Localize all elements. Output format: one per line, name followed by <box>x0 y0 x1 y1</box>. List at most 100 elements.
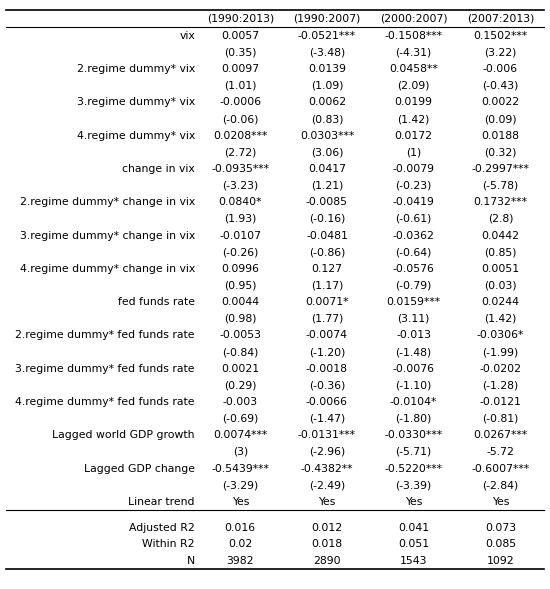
Text: (2007:2013): (2007:2013) <box>467 14 534 24</box>
Text: (-0.64): (-0.64) <box>395 247 432 257</box>
Text: 0.0199: 0.0199 <box>394 97 432 107</box>
Text: (-0.79): (-0.79) <box>395 280 432 290</box>
Text: (-1.99): (-1.99) <box>482 347 519 357</box>
Text: 0.016: 0.016 <box>225 522 256 532</box>
Text: -0.006: -0.006 <box>483 64 518 74</box>
Text: (-5.78): (-5.78) <box>482 181 519 191</box>
Text: (3.22): (3.22) <box>484 48 516 58</box>
Text: 0.0188: 0.0188 <box>481 131 519 141</box>
Text: (-3.39): (-3.39) <box>395 480 432 490</box>
Text: 3982: 3982 <box>227 556 254 566</box>
Text: (2.8): (2.8) <box>488 214 513 224</box>
Text: 0.0303***: 0.0303*** <box>300 131 354 141</box>
Text: 0.0458**: 0.0458** <box>389 64 438 74</box>
Text: -0.0066: -0.0066 <box>306 397 348 407</box>
Text: (-4.31): (-4.31) <box>395 48 432 58</box>
Text: vix: vix <box>179 31 195 41</box>
Text: -0.1508***: -0.1508*** <box>384 31 443 41</box>
Text: -0.0935***: -0.0935*** <box>211 164 270 174</box>
Text: (1): (1) <box>406 147 421 157</box>
Text: 0.0159***: 0.0159*** <box>387 297 441 307</box>
Text: (-5.71): (-5.71) <box>395 447 432 457</box>
Text: (-0.69): (-0.69) <box>222 413 258 423</box>
Text: Within R2: Within R2 <box>142 540 195 550</box>
Text: -0.0053: -0.0053 <box>219 330 261 340</box>
Text: (1.17): (1.17) <box>311 280 343 290</box>
Text: -0.5439***: -0.5439*** <box>211 464 270 474</box>
Text: (1.77): (1.77) <box>311 314 343 324</box>
Text: 0.073: 0.073 <box>485 522 516 532</box>
Text: 0.0044: 0.0044 <box>221 297 260 307</box>
Text: 0.0172: 0.0172 <box>394 131 432 141</box>
Text: (0.09): (0.09) <box>484 114 517 124</box>
Text: 0.0208***: 0.0208*** <box>213 131 267 141</box>
Text: 0.0996: 0.0996 <box>221 264 259 274</box>
Text: (-0.84): (-0.84) <box>222 347 258 357</box>
Text: 0.1732***: 0.1732*** <box>474 197 527 207</box>
Text: (1.21): (1.21) <box>311 181 343 191</box>
Text: -5.72: -5.72 <box>487 447 514 457</box>
Text: -0.2997***: -0.2997*** <box>471 164 529 174</box>
Text: 0.02: 0.02 <box>228 540 252 550</box>
Text: 0.0062: 0.0062 <box>308 97 346 107</box>
Text: 0.0267***: 0.0267*** <box>474 431 527 441</box>
Text: (-1.28): (-1.28) <box>482 380 519 391</box>
Text: 0.041: 0.041 <box>398 522 429 532</box>
Text: (3.11): (3.11) <box>397 314 430 324</box>
Text: Yes: Yes <box>405 497 422 507</box>
Text: -0.0481: -0.0481 <box>306 230 348 240</box>
Text: (0.29): (0.29) <box>224 380 256 391</box>
Text: 0.1502***: 0.1502*** <box>474 31 527 41</box>
Text: 0.018: 0.018 <box>311 540 343 550</box>
Text: (-3.29): (-3.29) <box>222 480 258 490</box>
Text: 0.0417: 0.0417 <box>308 164 346 174</box>
Text: 3.regime dummy* vix: 3.regime dummy* vix <box>77 97 195 107</box>
Text: 4.regime dummy* vix: 4.regime dummy* vix <box>77 131 195 141</box>
Text: 1543: 1543 <box>400 556 427 566</box>
Text: (-2.49): (-2.49) <box>309 480 345 490</box>
Text: -0.0079: -0.0079 <box>393 164 434 174</box>
Text: -0.0074: -0.0074 <box>306 330 348 340</box>
Text: 2.regime dummy* fed funds rate: 2.regime dummy* fed funds rate <box>15 330 195 340</box>
Text: 0.0442: 0.0442 <box>481 230 519 240</box>
Text: 0.012: 0.012 <box>311 522 343 532</box>
Text: Yes: Yes <box>232 497 249 507</box>
Text: 0.0840*: 0.0840* <box>218 197 262 207</box>
Text: (-0.36): (-0.36) <box>309 380 345 391</box>
Text: change in vix: change in vix <box>122 164 195 174</box>
Text: Adjusted R2: Adjusted R2 <box>129 522 195 532</box>
Text: -0.013: -0.013 <box>396 330 431 340</box>
Text: (-0.81): (-0.81) <box>482 413 519 423</box>
Text: (0.35): (0.35) <box>224 48 256 58</box>
Text: (-3.23): (-3.23) <box>222 181 258 191</box>
Text: (0.95): (0.95) <box>224 280 256 290</box>
Text: (1.93): (1.93) <box>224 214 256 224</box>
Text: 0.0057: 0.0057 <box>221 31 260 41</box>
Text: 0.0021: 0.0021 <box>221 364 260 374</box>
Text: N: N <box>187 556 195 566</box>
Text: (-0.61): (-0.61) <box>395 214 432 224</box>
Text: (2.09): (2.09) <box>397 81 430 91</box>
Text: -0.0576: -0.0576 <box>393 264 434 274</box>
Text: 3.regime dummy* change in vix: 3.regime dummy* change in vix <box>20 230 195 240</box>
Text: 0.0022: 0.0022 <box>481 97 520 107</box>
Text: (1990:2013): (1990:2013) <box>207 14 274 24</box>
Text: (-2.84): (-2.84) <box>482 480 519 490</box>
Text: (-1.20): (-1.20) <box>309 347 345 357</box>
Text: -0.0202: -0.0202 <box>480 364 521 374</box>
Text: (1.09): (1.09) <box>311 81 343 91</box>
Text: -0.0107: -0.0107 <box>219 230 261 240</box>
Text: (-0.43): (-0.43) <box>482 81 519 91</box>
Text: 0.0051: 0.0051 <box>481 264 520 274</box>
Text: (3.06): (3.06) <box>311 147 343 157</box>
Text: (1.42): (1.42) <box>484 314 516 324</box>
Text: (-1.48): (-1.48) <box>395 347 432 357</box>
Text: -0.6007***: -0.6007*** <box>471 464 530 474</box>
Text: -0.0006: -0.0006 <box>219 97 261 107</box>
Text: -0.0076: -0.0076 <box>393 364 434 374</box>
Text: (2.72): (2.72) <box>224 147 256 157</box>
Text: -0.0306*: -0.0306* <box>477 330 524 340</box>
Text: -0.0521***: -0.0521*** <box>298 31 356 41</box>
Text: Lagged GDP change: Lagged GDP change <box>84 464 195 474</box>
Text: (1.01): (1.01) <box>224 81 256 91</box>
